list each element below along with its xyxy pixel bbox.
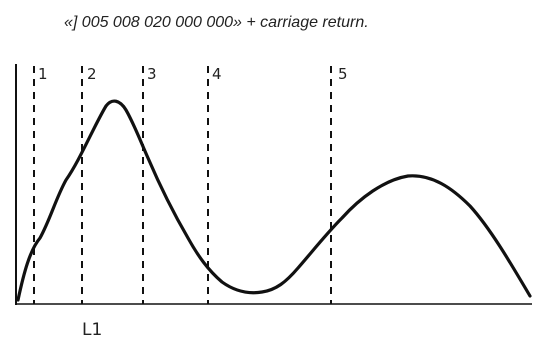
marker-label-2: 2 — [87, 65, 97, 83]
marker-label-4: 4 — [212, 65, 222, 83]
caption-text: «] 005 008 020 000 000» + carriage retur… — [64, 14, 369, 31]
profile-curve — [16, 99, 532, 302]
marker-label-5: 5 — [338, 65, 348, 83]
marker-label-1: 1 — [38, 65, 48, 83]
marker-label-3: 3 — [147, 65, 157, 83]
footer-label: L1 — [82, 320, 102, 340]
